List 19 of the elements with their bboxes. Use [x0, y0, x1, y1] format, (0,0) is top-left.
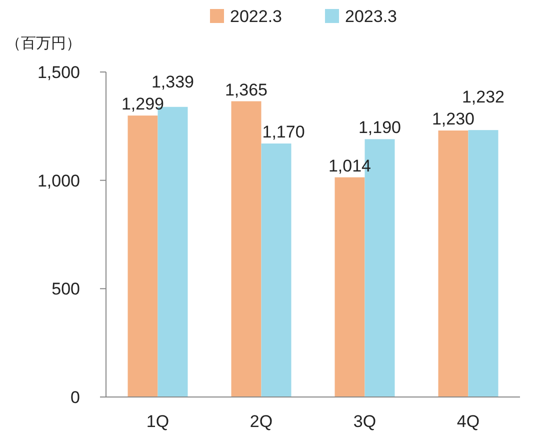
data-label: 1,339 [151, 72, 194, 92]
data-label: 1,299 [121, 94, 164, 114]
data-label: 1,190 [358, 118, 402, 138]
data-label: 1,232 [462, 88, 505, 106]
legend-label: 2023.3 [345, 7, 397, 26]
data-label: 1,170 [262, 122, 305, 142]
y-tick-label: 1,500 [37, 63, 80, 82]
y-tick-label: 500 [52, 280, 80, 299]
x-tick-label: 3Q [353, 412, 376, 431]
data-label: 1,014 [328, 156, 372, 176]
x-tick-label: 1Q [146, 412, 170, 431]
x-tick-label: 2Q [250, 412, 273, 431]
data-label: 1,230 [432, 110, 475, 128]
y-axis-title: （百万円） [6, 35, 81, 52]
x-tick-label: 4Q [456, 412, 480, 431]
data-label: 1,365 [224, 80, 268, 100]
y-tick-label: 0 [70, 388, 80, 407]
y-tick-label: 1,000 [37, 171, 80, 190]
legend-label: 2022.3 [230, 7, 282, 26]
